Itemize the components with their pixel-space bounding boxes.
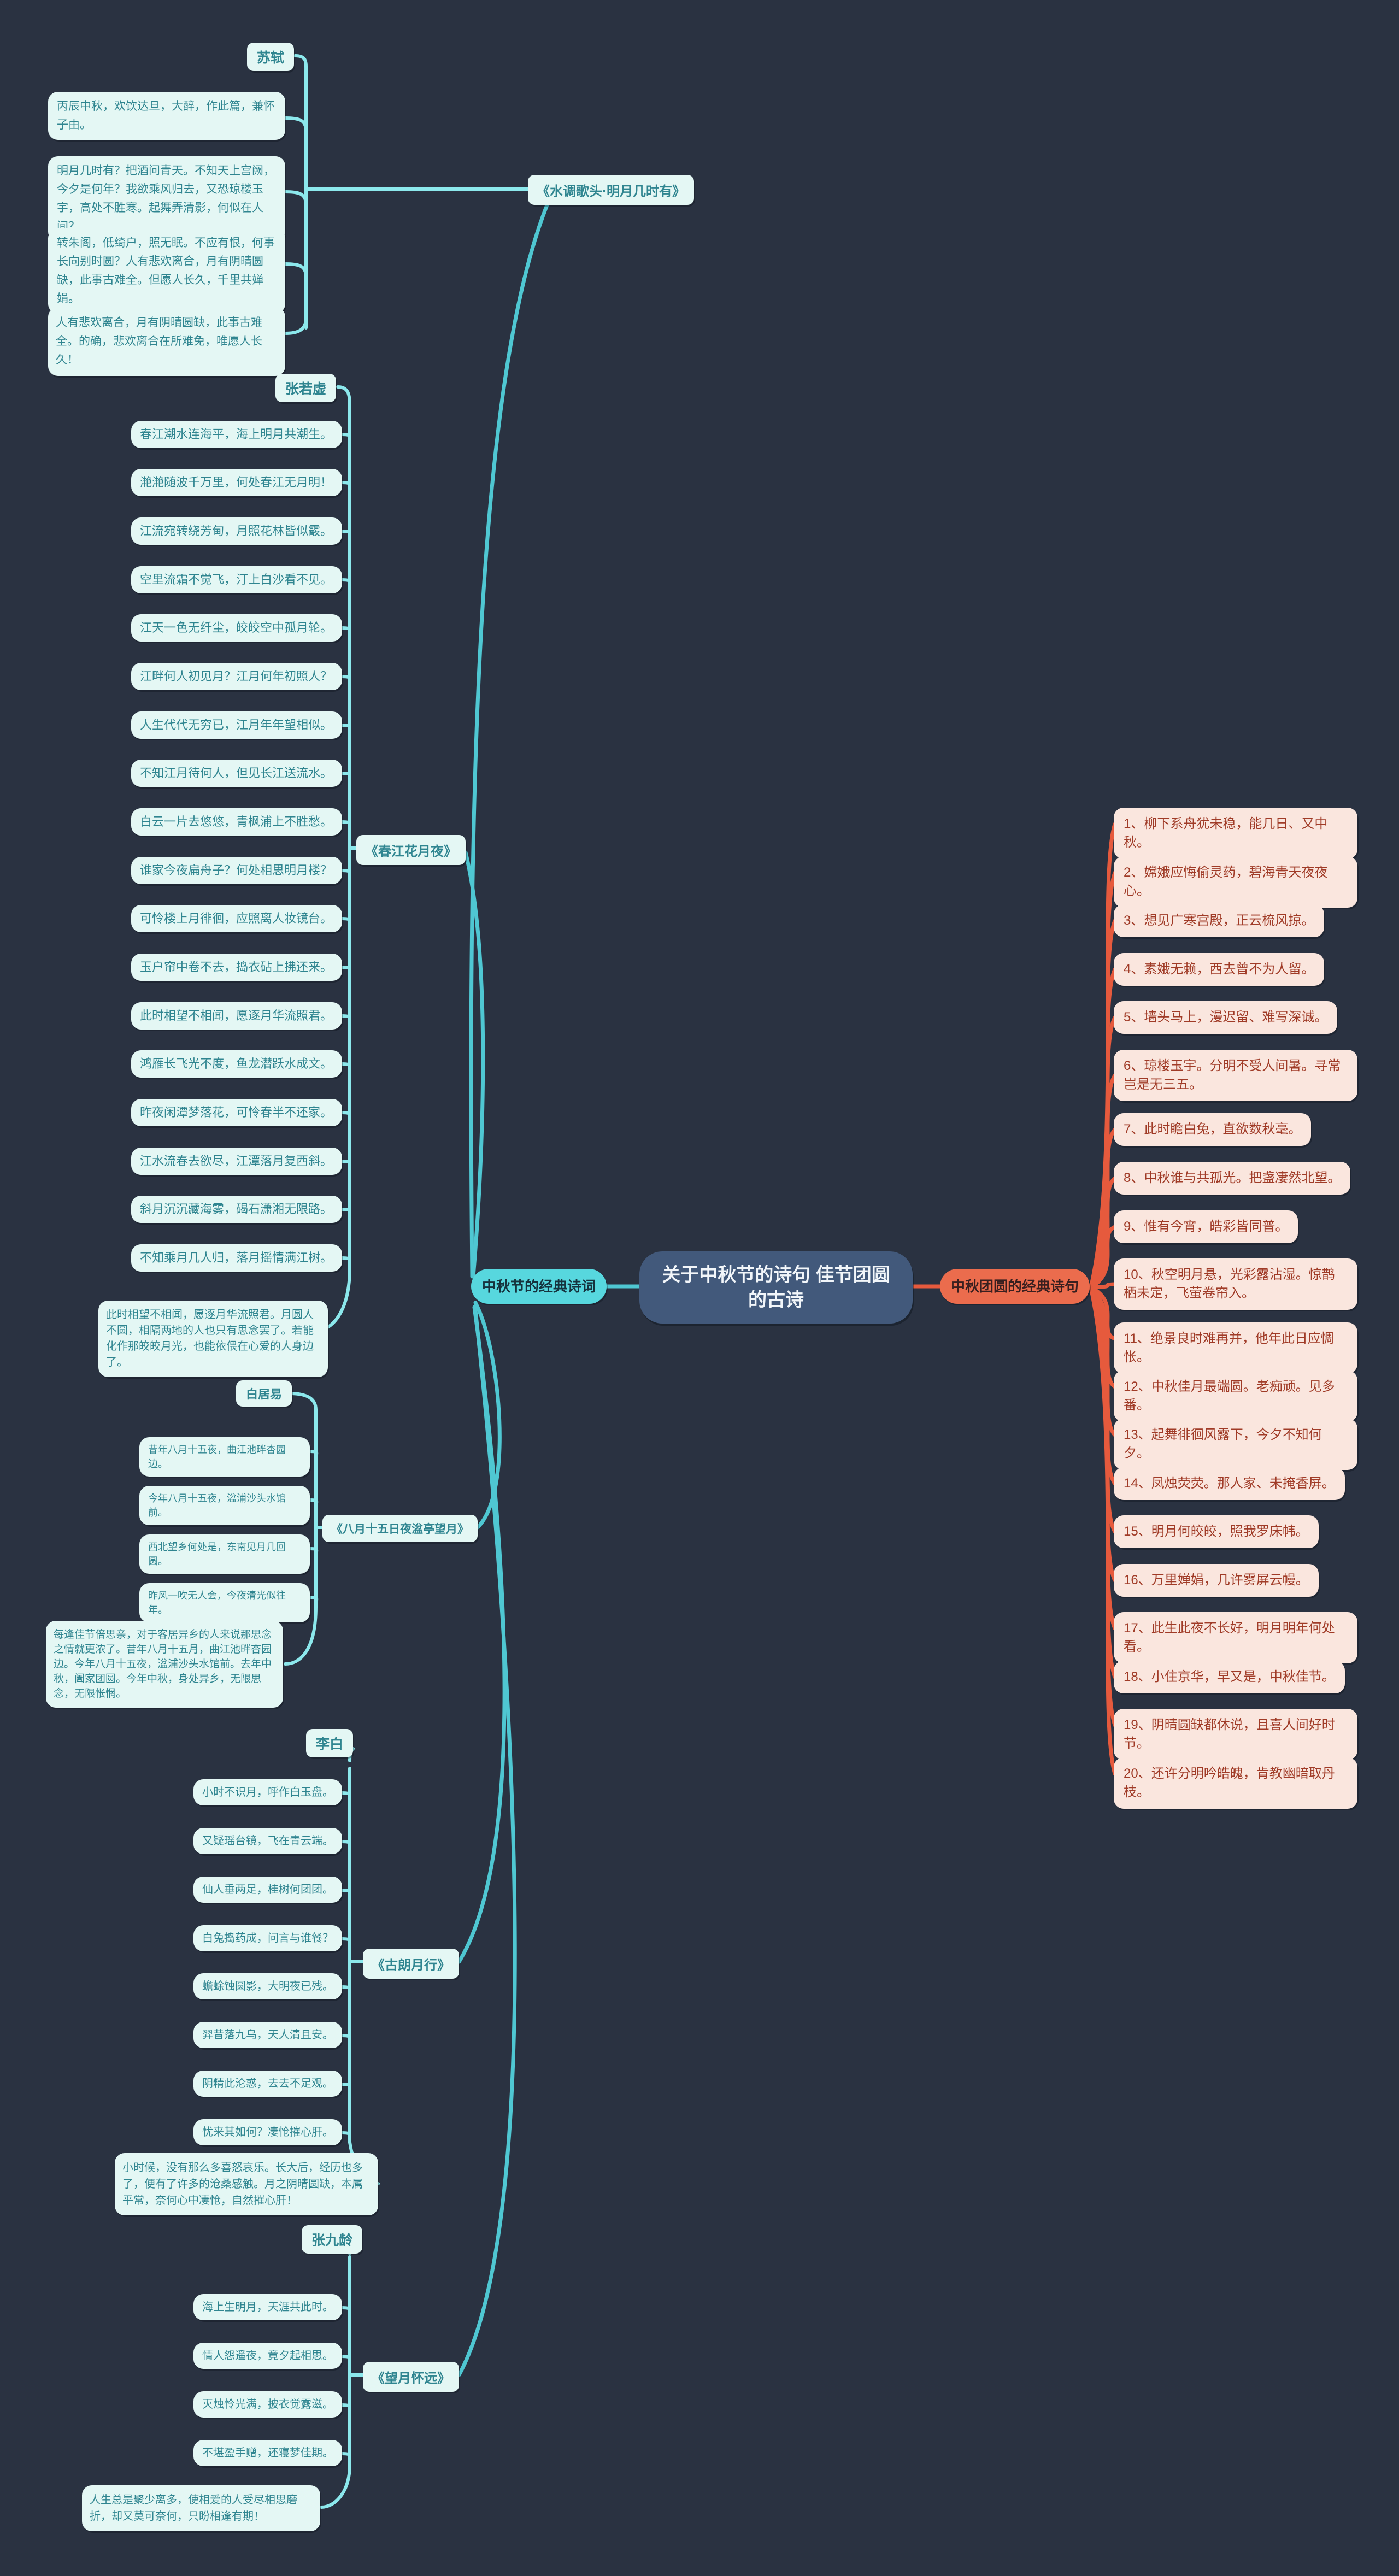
poem-line[interactable]: 人生代代无穷已，江月年年望相似。 bbox=[131, 711, 342, 739]
connector-line bbox=[457, 1308, 517, 2377]
poem-title-label[interactable]: 《春江花月夜》 bbox=[356, 835, 466, 865]
connector-line bbox=[320, 2463, 351, 2509]
connector-line bbox=[1089, 1225, 1117, 1290]
quote-item[interactable]: 11、绝景良时难再并，他年此日应惆怅。 bbox=[1114, 1322, 1357, 1374]
poem-line[interactable]: 空里流霜不觉飞，汀上白沙看不见。 bbox=[131, 566, 342, 593]
poem-line[interactable]: 不知江月待何人，但见长江送流水。 bbox=[131, 760, 342, 787]
quote-item[interactable]: 3、想见广寒宫殿，正云梳风掠。 bbox=[1114, 904, 1325, 937]
poem-line[interactable]: 江流宛转绕芳甸，月照花林皆似霰。 bbox=[131, 517, 342, 545]
poem-line[interactable]: 忧来其如何？凄怆摧心肝。 bbox=[193, 2119, 342, 2145]
poem-line[interactable]: 昨风一吹无人会，今夜清光似往年。 bbox=[139, 1583, 310, 1622]
poet-name-label[interactable]: 白居易 bbox=[236, 1380, 292, 1407]
connector-line bbox=[284, 116, 308, 131]
poem-line[interactable]: 斜月沉沉藏海雾，碣石潇湘无限路。 bbox=[131, 1196, 342, 1223]
poem-line[interactable]: 仙人垂两足，桂树何团团。 bbox=[193, 1877, 342, 1903]
poem-note[interactable]: 每逢佳节倍思亲，对于客居异乡的人来说那思念之情就更浓了。昔年八月十五月，曲江池畔… bbox=[46, 1621, 283, 1708]
connector-line bbox=[1089, 1282, 1117, 1290]
poem-line[interactable]: 今年八月十五夜，湓浦沙头水馆前。 bbox=[139, 1486, 310, 1525]
connector-line bbox=[288, 1392, 318, 1411]
poem-line[interactable]: 滟滟随波千万里，何处春江无月明！ bbox=[131, 469, 342, 496]
quote-item[interactable]: 10、秋空明月悬，光彩露沾湿。惊鹊栖未定，飞萤卷帘入。 bbox=[1114, 1258, 1357, 1310]
poem-line[interactable]: 江天一色无纤尘，皎皎空中孤月轮。 bbox=[131, 614, 342, 642]
quote-item[interactable]: 17、此生此夜不长好，明月明年何处看。 bbox=[1114, 1612, 1357, 1663]
connector-line bbox=[1089, 1285, 1117, 1776]
quote-item[interactable]: 5、墙头马上，漫迟留、难写深诚。 bbox=[1114, 1001, 1338, 1034]
poet-name-label[interactable]: 张九龄 bbox=[302, 2225, 363, 2254]
connector-line bbox=[469, 199, 551, 1279]
poem-line[interactable]: 蟾蜍蚀圆影，大明夜已残。 bbox=[193, 1973, 342, 1999]
connector-line bbox=[1089, 1285, 1117, 1341]
poem-line[interactable]: 昨夜闲潭梦落花，可怜春半不还家。 bbox=[131, 1099, 342, 1126]
poem-title-label[interactable]: 《水调歌头·明月几时有》 bbox=[528, 175, 694, 205]
poem-line[interactable]: 海上生明月，天涯共此时。 bbox=[193, 2294, 342, 2320]
quote-item[interactable]: 12、中秋佳月最端圆。老痴顽。见多番。 bbox=[1114, 1371, 1357, 1422]
poem-line[interactable]: 白兔捣药成，问言与谁餐？ bbox=[193, 1925, 342, 1951]
poem-line[interactable]: 鸿雁长飞光不度，鱼龙潜跃水成文。 bbox=[131, 1050, 342, 1078]
connector-line bbox=[473, 1301, 502, 1530]
quote-item[interactable]: 18、小住京华，早又是，中秋佳节。 bbox=[1114, 1661, 1345, 1693]
poem-line[interactable]: 江畔何人初见月？江月何年初照人？ bbox=[131, 663, 342, 690]
poem-title-label[interactable]: 《望月怀远》 bbox=[363, 2362, 459, 2392]
quote-item[interactable]: 1、柳下系舟犹未稳，能几日、又中秋。 bbox=[1114, 808, 1357, 859]
poem-line[interactable]: 玉户帘中卷不去，捣衣砧上拂还来。 bbox=[131, 954, 342, 981]
connector-line bbox=[293, 54, 308, 330]
poem-line[interactable]: 灭烛怜光满，披衣觉露滋。 bbox=[193, 2391, 342, 2418]
poet-name-label[interactable]: 张若虚 bbox=[275, 374, 337, 402]
connector-line bbox=[284, 319, 308, 335]
quote-item[interactable]: 19、阴晴圆缺都休说，且喜人间好时节。 bbox=[1114, 1709, 1357, 1760]
poem-note[interactable]: 人有悲欢离合，月有阴晴圆缺，此事古难全。的确，悲欢离合在所难免，唯愿人长久！ bbox=[48, 307, 285, 376]
poet-name-label[interactable]: 苏轼 bbox=[247, 43, 295, 71]
poet-name-label[interactable]: 李白 bbox=[306, 1729, 354, 1757]
poem-line[interactable]: 又疑瑶台镜，飞在青云端。 bbox=[193, 1828, 342, 1854]
poem-line[interactable]: 阴精此沦惑，去去不足观。 bbox=[193, 2071, 342, 2097]
poem-line[interactable]: 明月几时有？把酒问青天。不知天上宫阙，今夕是何年？我欲乘风归去，又恐琼楼玉宇，高… bbox=[48, 156, 285, 242]
connector-line bbox=[463, 850, 485, 1279]
quote-item[interactable]: 8、中秋谁与共孤光。把盏凄然北望。 bbox=[1114, 1162, 1351, 1195]
poem-line[interactable]: 可怜楼上月徘徊，应照离人妆镜台。 bbox=[131, 905, 342, 932]
quote-item[interactable]: 4、素娥无赖，西去曾不为人留。 bbox=[1114, 953, 1325, 986]
connector-line bbox=[1089, 1176, 1117, 1290]
poem-note[interactable]: 人生总是聚少离多，使相爱的人受尽相思磨折，却又莫可奈何，只盼相逢有期！ bbox=[82, 2485, 320, 2531]
connector-line bbox=[284, 190, 308, 204]
poem-note[interactable]: 小时候，没有那么多喜怒哀乐。长大后，经历也多了，便有了许多的沧桑感触。月之阴晴圆… bbox=[115, 2153, 378, 2215]
poem-line[interactable]: 此时相望不相闻，愿逐月华流照君。 bbox=[131, 1002, 342, 1030]
connector-line bbox=[336, 385, 351, 406]
connector-line bbox=[1089, 1285, 1117, 1583]
connector-line bbox=[1089, 1285, 1117, 1534]
quote-item[interactable]: 6、琼楼玉宇。分明不受人间暑。寻常岂是无三五。 bbox=[1114, 1050, 1357, 1101]
connector-line bbox=[284, 1605, 318, 1666]
poem-line[interactable]: 丙辰中秋，欢饮达旦，大醉，作此篇，兼怀子由。 bbox=[48, 92, 285, 140]
poem-line[interactable]: 转朱阁，低绮户，照无眠。不应有恨，何事长向别时圆？人有悲欢离合，月有阴晴圆缺，此… bbox=[48, 228, 285, 314]
quote-item[interactable]: 15、明月何皎皎，照我罗床帏。 bbox=[1114, 1515, 1319, 1548]
quote-item[interactable]: 14、凤烛荧荧。那人家、未掩香屏。 bbox=[1114, 1467, 1345, 1500]
poem-line[interactable]: 昔年八月十五夜，曲江池畔杏园边。 bbox=[139, 1437, 310, 1477]
poem-line[interactable]: 白云一片去悠悠，青枫浦上不胜愁。 bbox=[131, 808, 342, 836]
quote-item[interactable]: 13、起舞徘徊风露下，今夕不知何夕。 bbox=[1114, 1419, 1357, 1470]
poem-line[interactable]: 谁家今夜扁舟子？何处相思明月楼？ bbox=[131, 857, 342, 884]
poem-line[interactable]: 不堪盈手赠，还寝梦佳期。 bbox=[193, 2440, 342, 2466]
poem-title-label[interactable]: 《八月十五日夜湓亭望月》 bbox=[322, 1515, 478, 1542]
poem-line[interactable]: 羿昔落九乌，天人清且安。 bbox=[193, 2022, 342, 2048]
quote-item[interactable]: 9、惟有今宵，皓彩皆同普。 bbox=[1114, 1210, 1298, 1243]
branch-pill-right[interactable]: 中秋团圆的经典诗句 bbox=[940, 1269, 1090, 1304]
quote-item[interactable]: 7、此时瞻白兔，直欲数秋毫。 bbox=[1114, 1113, 1312, 1146]
poem-line[interactable]: 不知乘月几人归，落月摇情满江树。 bbox=[131, 1244, 342, 1272]
poem-note[interactable]: 此时相望不相闻，愿逐月华流照君。月圆人不圆，相隔两地的人也只有思念罢了。若能化作… bbox=[98, 1301, 328, 1377]
poem-line[interactable]: 西北望乡何处是，东南见月几回圆。 bbox=[139, 1534, 310, 1574]
poem-title-label[interactable]: 《古朗月行》 bbox=[363, 1949, 459, 1979]
poem-line[interactable]: 春江潮水连海平，海上明月共潮生。 bbox=[131, 421, 342, 448]
quote-item[interactable]: 2、嫦娥应悔偷灵药，碧海青天夜夜心。 bbox=[1114, 856, 1357, 908]
central-topic[interactable]: 关于中秋节的诗句 佳节团圆的古诗 bbox=[639, 1251, 913, 1324]
poem-line[interactable]: 江水流春去欲尽，江潭落月复西斜。 bbox=[131, 1148, 342, 1175]
branch-pill-left[interactable]: 中秋节的经典诗词 bbox=[471, 1269, 607, 1304]
connector-line bbox=[284, 262, 308, 277]
poem-line[interactable]: 小时不识月，呼作白玉盘。 bbox=[193, 1779, 342, 1805]
quote-item[interactable]: 20、还许分明吟皓魄，肯教幽暗取丹枝。 bbox=[1114, 1757, 1357, 1809]
quote-item[interactable]: 16、万里婵娟，几许雾屏云幔。 bbox=[1114, 1564, 1319, 1597]
poem-line[interactable]: 情人怨遥夜，竟夕起相思。 bbox=[193, 2343, 342, 2369]
